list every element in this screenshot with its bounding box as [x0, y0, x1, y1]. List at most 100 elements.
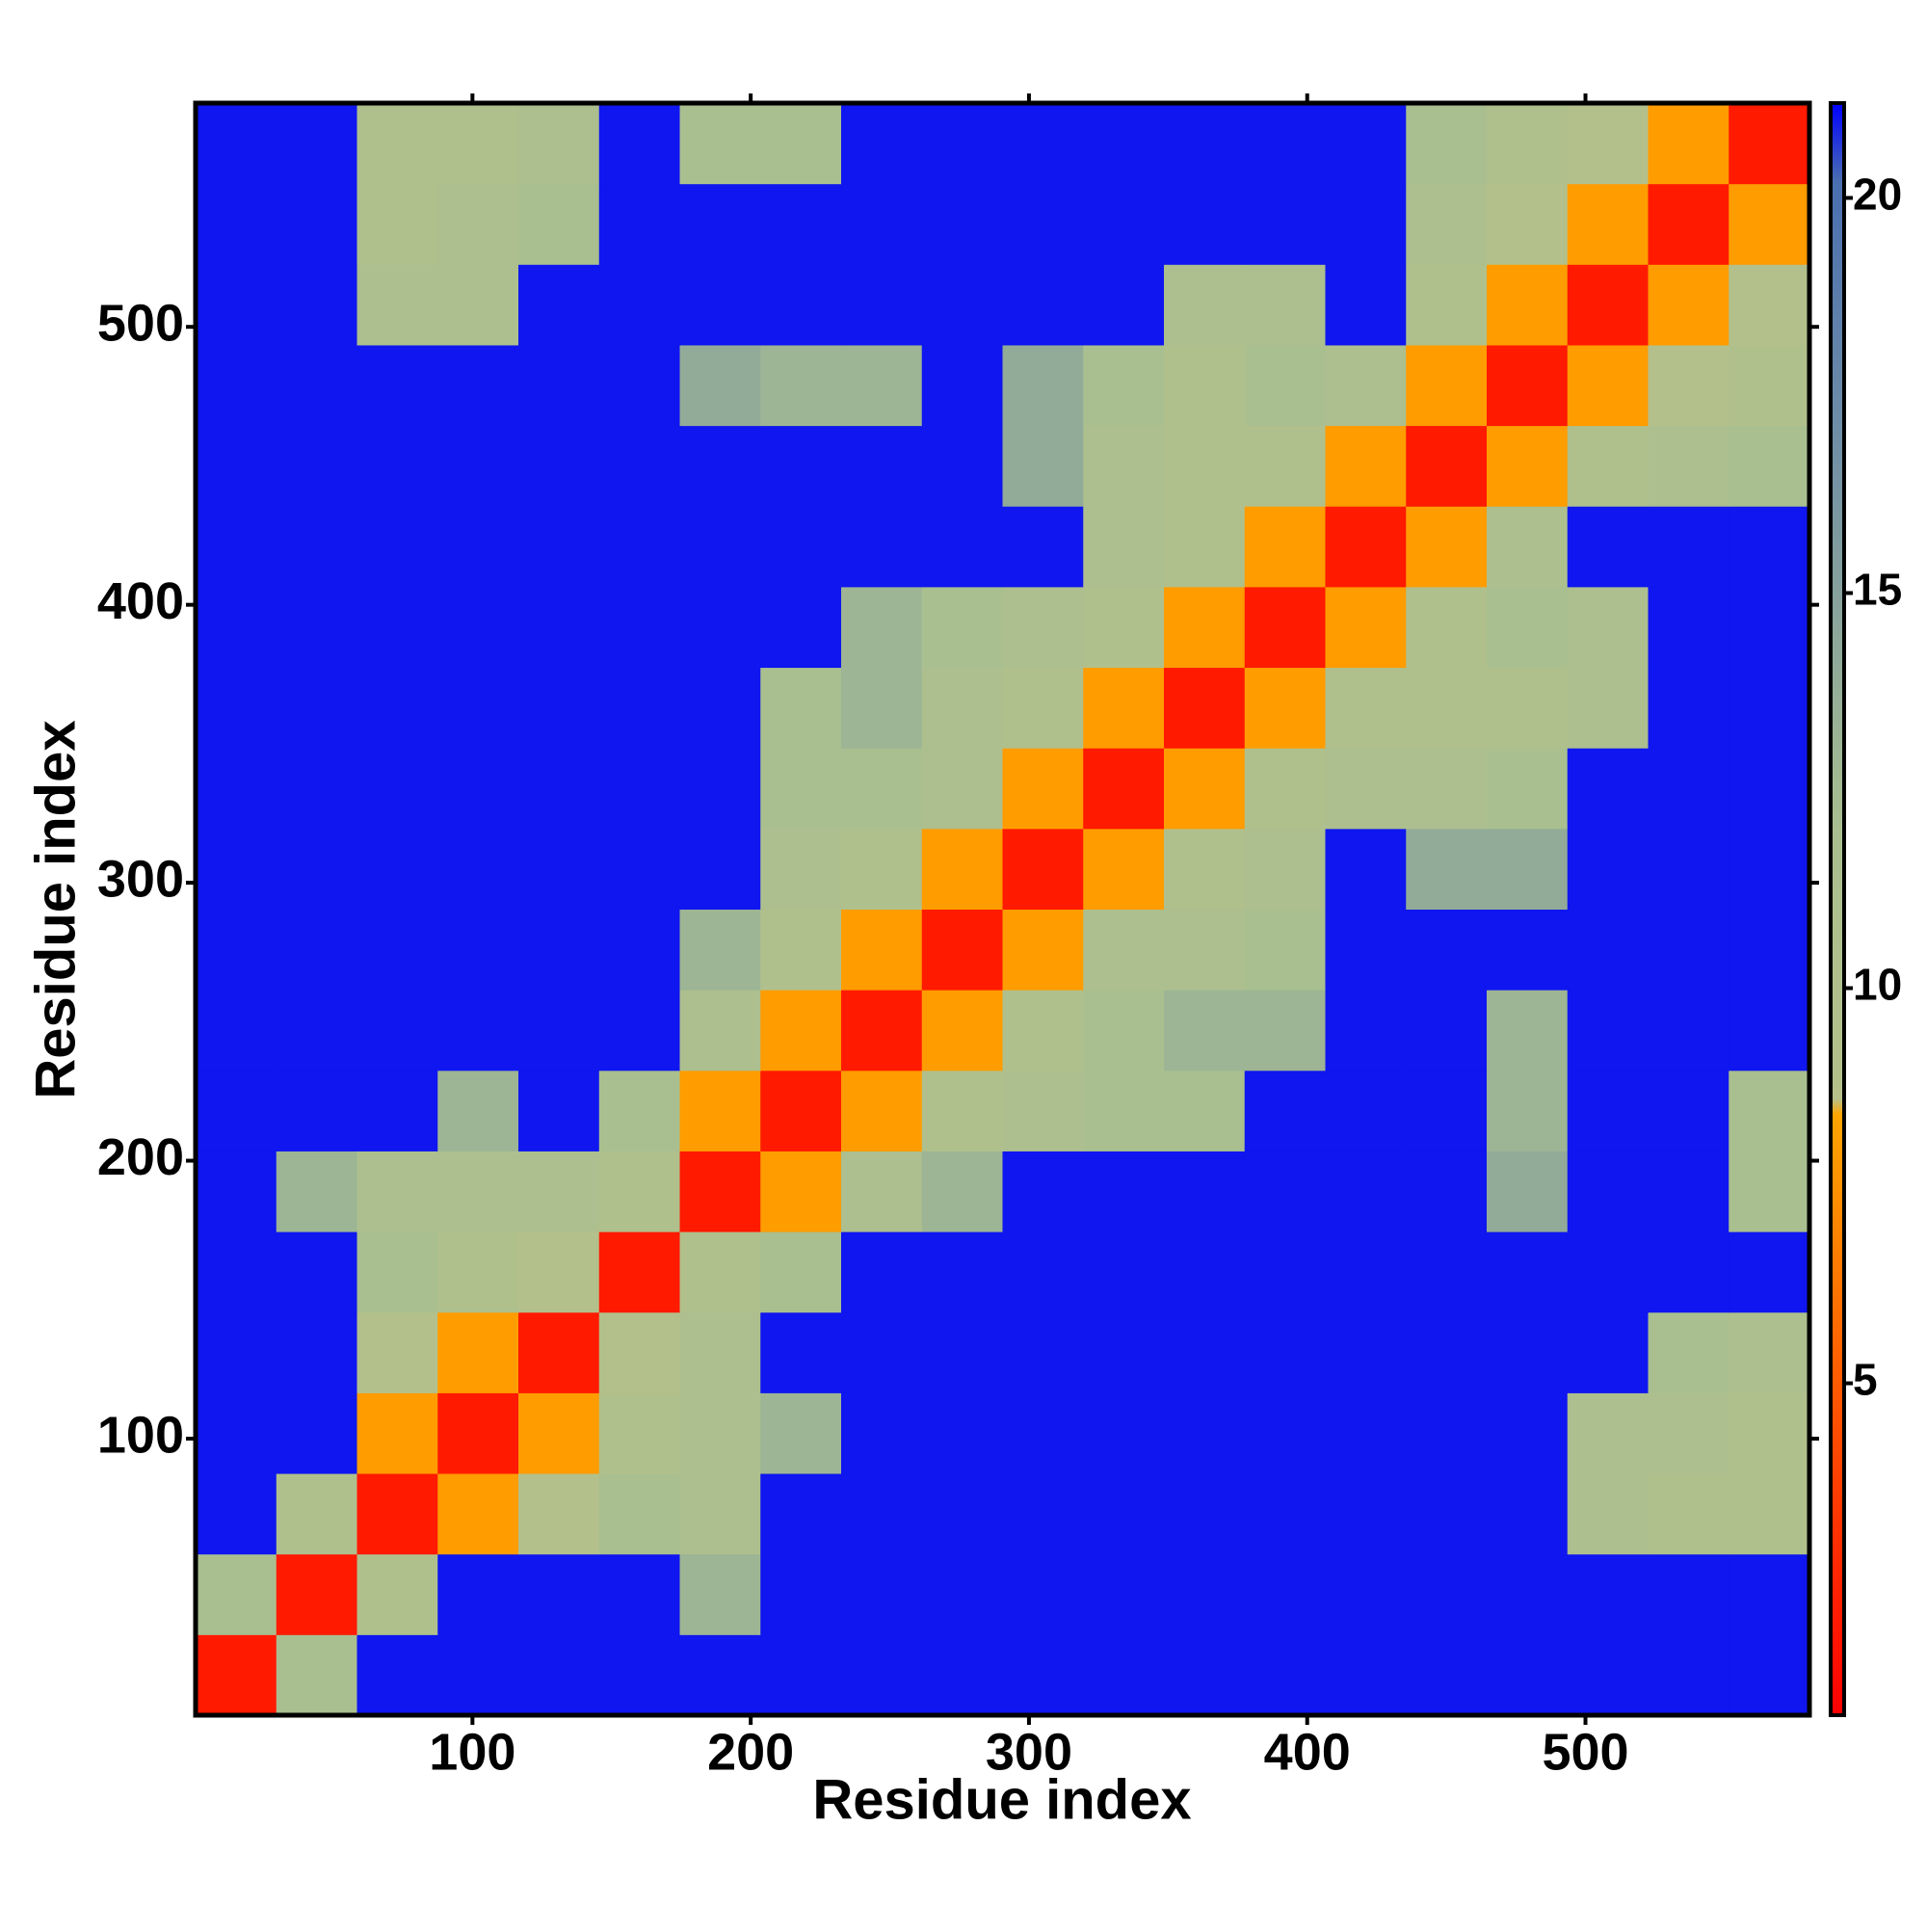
heatmap-cell	[518, 1553, 600, 1635]
heatmap-cell	[1244, 828, 1326, 910]
heatmap-cell	[1083, 1473, 1165, 1555]
heatmap-cell	[518, 1473, 600, 1555]
heatmap-cell	[1325, 1311, 1407, 1393]
heatmap-cell	[1244, 183, 1326, 265]
y-axis-title: Residue index	[24, 720, 87, 1098]
heatmap-cell	[1487, 909, 1569, 991]
heatmap-cell	[598, 1473, 680, 1555]
heatmap-cell	[276, 1392, 357, 1474]
heatmap-cell	[1083, 667, 1165, 749]
heatmap-cell	[760, 506, 842, 588]
heatmap-cell	[196, 344, 277, 427]
heatmap-cell	[518, 183, 600, 265]
heatmap-cell	[921, 1553, 1003, 1635]
heatmap-cell	[760, 667, 842, 749]
heatmap-cell	[1487, 1070, 1569, 1151]
heatmap-cell	[1002, 103, 1084, 185]
heatmap-cell	[1083, 1553, 1165, 1635]
heatmap-cell	[1567, 586, 1649, 669]
heatmap-cell	[598, 909, 680, 991]
colorbar-tick-label: 20	[1853, 170, 1902, 220]
heatmap-cell	[1487, 1473, 1569, 1555]
heatmap-cell	[1648, 264, 1729, 346]
heatmap-cell	[1729, 909, 1810, 991]
heatmap-cell	[598, 990, 680, 1072]
heatmap-cell	[1729, 103, 1810, 185]
heatmap-cell	[1487, 667, 1569, 749]
heatmap-cell	[518, 748, 600, 830]
heatmap-cell	[437, 909, 519, 991]
heatmap-cell	[679, 183, 761, 265]
heatmap-cell	[1648, 1151, 1729, 1232]
heatmap-cell	[196, 1634, 277, 1716]
heatmap-cell	[841, 1553, 923, 1635]
heatmap-cell	[437, 1473, 519, 1555]
heatmap-cell	[1487, 103, 1569, 185]
heatmap-cell	[1406, 344, 1488, 427]
colorbar-tick-label: 10	[1853, 960, 1902, 1010]
heatmap-cell	[1567, 748, 1649, 830]
heatmap-cell	[841, 1231, 923, 1313]
heatmap-cell	[1406, 506, 1488, 588]
x-tick-label: 100	[429, 1723, 515, 1781]
heatmap-cell	[841, 1392, 923, 1474]
heatmap-cell	[1648, 425, 1729, 507]
heatmap-cell	[1164, 1311, 1246, 1393]
heatmap-cell	[196, 990, 277, 1072]
heatmap-cell	[841, 1070, 923, 1151]
heatmap-cell	[760, 1151, 842, 1232]
heatmap-cell	[1487, 264, 1569, 346]
heatmap-cell	[1083, 909, 1165, 991]
heatmap-cell	[1325, 586, 1407, 669]
heatmap-cell	[356, 1070, 438, 1151]
heatmap-cell	[1648, 1311, 1729, 1393]
heatmap-cell	[1567, 344, 1649, 427]
heatmap-cell	[276, 1473, 357, 1555]
heatmap-cell	[1648, 103, 1729, 185]
heatmap-cell	[841, 344, 923, 427]
heatmap-cell	[1648, 909, 1729, 991]
heatmap-cell	[1164, 748, 1246, 830]
heatmap-cell	[1002, 264, 1084, 346]
heatmap-cell	[1244, 425, 1326, 507]
heatmap-cell	[1487, 1151, 1569, 1232]
heatmap-cell	[1164, 506, 1246, 588]
heatmap-cell	[1244, 1473, 1326, 1555]
heatmap-cell	[841, 506, 923, 588]
heatmap-cell	[1406, 667, 1488, 749]
heatmap-cell	[598, 667, 680, 749]
heatmap-cell	[1164, 264, 1246, 346]
heatmap-cell	[1002, 748, 1084, 830]
heatmap-cell	[1406, 1231, 1488, 1313]
heatmap-cell	[679, 103, 761, 185]
heatmap-cell	[1487, 990, 1569, 1072]
heatmap-cell	[1325, 990, 1407, 1072]
heatmap-cell	[1164, 909, 1246, 991]
heatmap-cell	[760, 1392, 842, 1474]
heatmap-cell	[921, 1634, 1003, 1716]
heatmap-cell	[276, 344, 357, 427]
heatmap-cell	[1083, 103, 1165, 185]
heatmap-cell	[1002, 586, 1084, 669]
heatmap-cell	[1244, 264, 1326, 346]
heatmap-cell	[598, 506, 680, 588]
heatmap-cell	[1083, 506, 1165, 588]
heatmap-cell	[1729, 506, 1810, 588]
heatmap-cell	[518, 425, 600, 507]
heatmap-cell	[356, 667, 438, 749]
heatmap-cell	[276, 506, 357, 588]
heatmap-cell	[760, 1070, 842, 1151]
x-tick-label: 300	[986, 1723, 1072, 1781]
heatmap-cell	[1164, 344, 1246, 427]
heatmap-cell	[1406, 1392, 1488, 1474]
heatmap-cell	[1567, 1311, 1649, 1393]
heatmap-cell	[356, 990, 438, 1072]
heatmap-cell	[1648, 183, 1729, 265]
heatmap-cell	[679, 990, 761, 1072]
heatmap-cell	[1567, 103, 1649, 185]
heatmap-cell	[1648, 1392, 1729, 1474]
heatmap-cell	[437, 748, 519, 830]
heatmap-cell	[196, 1070, 277, 1151]
heatmap-cell	[841, 909, 923, 991]
heatmap-cell	[679, 1070, 761, 1151]
